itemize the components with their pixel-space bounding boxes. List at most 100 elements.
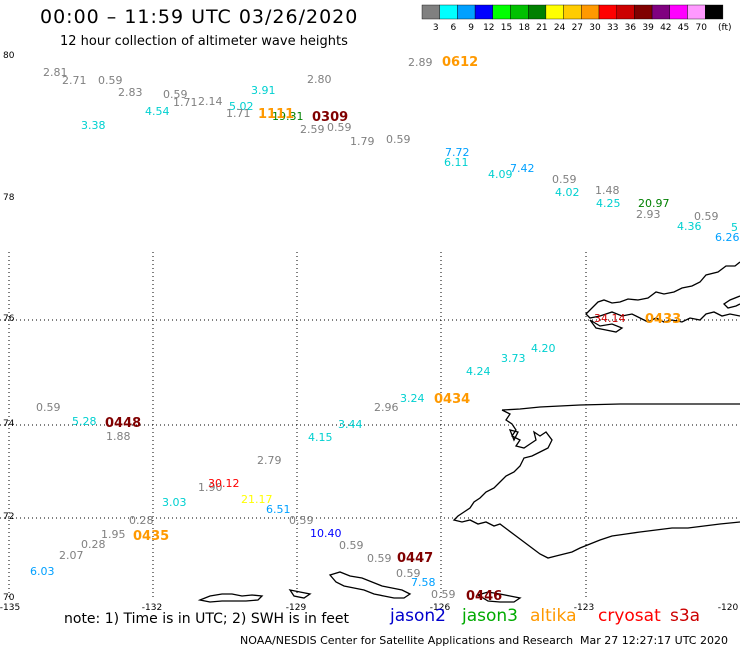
wave-height-value: 7.58 (411, 576, 436, 589)
wave-height-value: 4.02 (555, 186, 580, 199)
pass-time-label: 0448 (105, 416, 141, 431)
wave-height-value: 1.79 (350, 135, 375, 148)
latitude-label: 76 (3, 314, 15, 324)
legend-swatch (634, 4, 653, 20)
legend-tick-label: 27 (572, 23, 583, 33)
wave-height-value: 3.03 (162, 496, 187, 509)
coastline (197, 261, 740, 603)
wave-height-value: 2.89 (408, 56, 433, 69)
wave-height-value: 10.40 (310, 527, 342, 540)
map-subtitle: 12 hour collection of altimeter wave hei… (60, 34, 348, 49)
wave-height-value: 5 (731, 221, 738, 234)
wave-height-value: 2.81 (43, 66, 68, 79)
wave-height-legend: 3 6 9 12 15 18 21 24 27 30 33 36 39 42 45 70 (ft) (421, 4, 732, 33)
wave-height-value: 5.02 (229, 100, 254, 113)
legend-swatch (510, 4, 529, 20)
wave-height-value: 3.24 (400, 392, 425, 405)
legend-tick-label: 39 (642, 23, 654, 33)
satellite-label-s3a: s3a (670, 606, 701, 626)
wave-height-value: 6.11 (444, 156, 469, 169)
wave-height-value: 2.71 (62, 74, 87, 87)
wave-height-value: 3.38 (81, 119, 106, 132)
legend-tick-label: 70 (695, 23, 707, 33)
wave-height-value: 4.09 (488, 168, 513, 181)
satellite-label-cryosat: cryosat (598, 606, 661, 626)
legend-swatch (528, 4, 547, 20)
wave-height-value: 3.73 (501, 352, 526, 365)
wave-height-value: 1.48 (595, 184, 620, 197)
legend-swatch (669, 4, 688, 20)
pass-time-label: 0435 (133, 529, 169, 544)
axis-labels: 80 78 76 74 72 70-135 -132 -129 -126 -123 -120 (0, 51, 738, 613)
pass-time-labels: 0612 1111 0309 0433 0434 0448 0435 0447 0446 (105, 55, 681, 604)
wave-height-value: 7.42 (510, 162, 535, 175)
legend-tick-label: 42 (660, 23, 671, 33)
wave-height-value: 2.93 (636, 208, 661, 221)
wave-height-values: 2.812.71 0.59 2.83 0.59 1.71 2.14 3.91 2.80 2.89… (30, 56, 740, 601)
legend-swatch (439, 4, 458, 20)
footer-credit: NOAA/NESDIS Center for Satellite Applica… (240, 634, 574, 647)
wave-height-value: 2.07 (59, 549, 84, 562)
latitude-label: 72 (3, 512, 14, 522)
wave-height-value: 0.59 (289, 514, 314, 527)
pass-time-label: 0433 (645, 312, 681, 327)
wave-height-value: 1.71 (173, 96, 198, 109)
longitude-label: -129 (286, 603, 307, 613)
wave-height-value: 1.71 (226, 107, 251, 120)
satellite-label-jason3: jason3 (462, 606, 518, 626)
longitude-label: -120 (718, 603, 739, 613)
footer-timestamp: Mar 27 12:27:17 UTC 2020 (580, 634, 728, 647)
wave-height-value: 2.96 (374, 401, 399, 414)
pass-time-label: 0309 (312, 110, 348, 125)
legend-tick-label: 3 (433, 23, 439, 33)
legend-swatch (581, 4, 600, 20)
wave-height-value: 2.14 (198, 95, 223, 108)
wave-height-value: 0.59 (431, 588, 456, 601)
legend-swatch (598, 4, 617, 20)
wave-height-value: 0.59 (396, 567, 421, 580)
wave-height-value: 2.83 (118, 86, 143, 99)
pass-time-label: 0612 (442, 55, 478, 70)
legend-unit: (ft) (718, 23, 732, 33)
wave-height-value: 21.17 (241, 493, 273, 506)
wave-height-value: 34.14 (594, 312, 626, 325)
wave-height-value: 2.80 (307, 73, 332, 86)
wave-height-value: 0.59 (694, 210, 719, 223)
latitude-label: 78 (3, 193, 15, 203)
latitude-label: 80 (3, 51, 15, 61)
pass-time-label: 0434 (434, 392, 470, 407)
wave-height-value: 0.28 (81, 538, 106, 551)
pass-time-label: 0447 (397, 551, 433, 566)
wave-height-value: 6.03 (30, 565, 55, 578)
graticule (0, 252, 740, 600)
legend-swatch (616, 4, 635, 20)
wave-height-value: 4.25 (596, 197, 621, 210)
wave-height-value: 1.95 (101, 528, 126, 541)
legend-swatch (545, 4, 564, 20)
latitude-label: 70 (3, 593, 15, 603)
pass-time-label: 0446 (466, 589, 502, 604)
legend-tick-label: 6 (451, 23, 457, 33)
wave-height-value: 3.91 (251, 84, 276, 97)
map-title: 00:00 – 11:59 UTC 03/26/2020 (40, 6, 359, 28)
wave-height-value: 3.44 (338, 418, 363, 431)
wave-height-value: 6.51 (266, 503, 291, 516)
legend-swatch (705, 4, 724, 20)
legend-tick-label: 12 (483, 23, 494, 33)
wave-height-value: 0.59 (386, 133, 411, 146)
wave-height-value: 0.59 (552, 173, 577, 186)
legend-swatch (651, 4, 670, 20)
longitude-label: -132 (142, 603, 162, 613)
wave-height-value: 20.97 (638, 197, 670, 210)
longitude-label: -123 (574, 603, 594, 613)
legend-swatch (492, 4, 511, 20)
wave-height-value: 1.88 (106, 430, 131, 443)
legend-swatch (474, 4, 494, 20)
wave-height-value: 0.59 (367, 552, 392, 565)
legend-swatch (421, 4, 440, 20)
wave-height-value: 4.20 (531, 342, 556, 355)
wave-height-value: 30.12 (208, 477, 240, 490)
satellite-label-jason2: jason2 (390, 606, 446, 626)
